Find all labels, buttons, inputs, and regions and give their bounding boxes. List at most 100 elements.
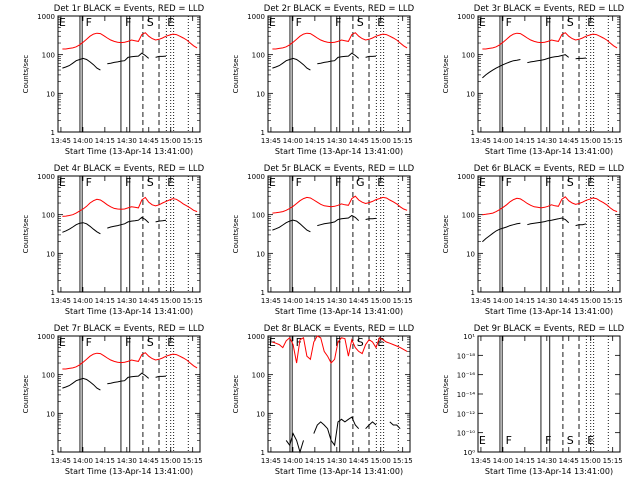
event-marker: S	[357, 336, 364, 349]
y-tick-label: 1	[51, 129, 55, 137]
detector-panel-1: Det 1r BLACK = Events, RED = LLD Counts/s…	[22, 4, 205, 156]
plot-frame	[477, 175, 621, 293]
y-axis-label: Counts/sec	[442, 375, 450, 414]
x-tick-label: 14:15	[305, 297, 325, 305]
events-series-line	[482, 217, 587, 243]
y-tick-label: 1000	[37, 333, 55, 341]
x-tick-label: 14:15	[95, 457, 115, 465]
y-tick-label: 100	[252, 52, 265, 60]
x-axis-label: Start Time (13-Apr-14 13:41:00)	[485, 147, 613, 156]
event-marker: E	[59, 176, 66, 189]
x-tick-label: 14:00	[493, 137, 513, 145]
x-tick-label: 14:00	[73, 137, 93, 145]
x-tick-label: 14:00	[493, 457, 513, 465]
detector-panel-2: Det 2r BLACK = Events, RED = LLD Counts/s…	[232, 4, 415, 156]
x-tick-label: 14:30	[117, 137, 137, 145]
x-tick-label: 13:45	[261, 297, 281, 305]
y-tick-label: 1	[471, 289, 475, 297]
event-marker: F	[545, 434, 551, 447]
x-tick-label: 15:15	[393, 297, 413, 305]
y-axis-label: Counts/sec	[442, 215, 450, 254]
panel-title: Det 5r BLACK = Events, RED = LLD	[264, 164, 415, 174]
y-tick-label: 100	[42, 212, 55, 220]
x-tick-label: 15:00	[371, 297, 391, 305]
panel-title: Det 6r BLACK = Events, RED = LLD	[474, 164, 625, 174]
event-marker: F	[125, 176, 131, 189]
y-tick-label: 1000	[247, 13, 265, 21]
detector-panel-9: Det 9r BLACK = Events, RED = LLD Counts/s…	[442, 324, 625, 476]
event-marker: E	[167, 176, 174, 189]
plot-frame	[267, 15, 411, 133]
x-tick-label: 14:45	[559, 297, 579, 305]
event-marker: F	[545, 16, 551, 29]
x-tick-label: 15:15	[393, 137, 413, 145]
y-tick-label: 10⁻¹⁶	[457, 372, 475, 380]
x-tick-label: 14:45	[559, 457, 579, 465]
x-axis-label: Start Time (13-Apr-14 13:41:00)	[485, 467, 613, 476]
plot-frame	[267, 335, 411, 453]
event-marker: E	[59, 336, 66, 349]
events-series-line	[482, 54, 587, 79]
x-tick-label: 15:00	[581, 137, 601, 145]
x-tick-label: 14:45	[139, 297, 159, 305]
panel-title: Det 9r BLACK = Events, RED = LLD	[474, 324, 625, 334]
lld-series-line	[482, 196, 618, 216]
x-tick-label: 14:15	[515, 137, 535, 145]
events-series-line	[62, 52, 167, 71]
event-marker: G	[356, 176, 365, 189]
events-series-line	[285, 416, 401, 454]
y-tick-label: 10	[46, 250, 55, 258]
event-marker: F	[125, 336, 131, 349]
event-marker: S	[567, 176, 574, 189]
x-tick-label: 14:00	[283, 137, 303, 145]
event-marker: E	[269, 176, 276, 189]
y-tick-label: 10	[256, 250, 265, 258]
x-axis-label: Start Time (13-Apr-14 13:41:00)	[65, 467, 193, 476]
x-tick-label: 14:15	[305, 137, 325, 145]
y-tick-label: 1000	[247, 173, 265, 181]
x-tick-label: 14:45	[349, 297, 369, 305]
events-series-line	[272, 52, 377, 71]
lld-series-line	[272, 195, 408, 214]
event-marker: F	[296, 16, 302, 29]
y-tick-label: 1	[471, 129, 475, 137]
x-tick-label: 13:45	[261, 137, 281, 145]
lld-series-line	[62, 352, 198, 370]
lld-series-line	[272, 32, 408, 50]
x-tick-label: 15:15	[603, 297, 623, 305]
y-tick-label: 1	[51, 289, 55, 297]
x-tick-label: 14:00	[283, 297, 303, 305]
y-axis-label: Counts/sec	[22, 215, 30, 254]
x-tick-label: 14:45	[349, 457, 369, 465]
x-axis-label: Start Time (13-Apr-14 13:41:00)	[275, 467, 403, 476]
y-tick-label: 10⁻¹⁸	[457, 352, 475, 360]
x-tick-label: 15:00	[371, 137, 391, 145]
event-marker: S	[567, 16, 574, 29]
x-tick-label: 14:15	[515, 297, 535, 305]
x-tick-label: 14:30	[327, 137, 347, 145]
y-tick-label: 100	[462, 52, 475, 60]
y-tick-label: 1000	[457, 173, 475, 181]
x-tick-label: 14:45	[139, 457, 159, 465]
x-tick-label: 13:45	[471, 297, 491, 305]
panel-title: Det 3r BLACK = Events, RED = LLD	[474, 4, 625, 14]
x-axis-label: Start Time (13-Apr-14 13:41:00)	[65, 307, 193, 316]
x-tick-label: 14:00	[283, 457, 303, 465]
y-tick-label: 1000	[457, 13, 475, 21]
x-tick-label: 15:00	[581, 457, 601, 465]
event-marker: S	[357, 16, 364, 29]
event-marker: F	[125, 16, 131, 29]
event-marker: E	[269, 16, 276, 29]
panel-title: Det 4r BLACK = Events, RED = LLD	[54, 164, 205, 174]
y-axis-label: Counts/sec	[232, 375, 240, 414]
plot-frame	[57, 335, 201, 453]
x-axis-label: Start Time (13-Apr-14 13:41:00)	[65, 147, 193, 156]
event-marker: S	[147, 16, 154, 29]
x-tick-label: 15:00	[161, 297, 181, 305]
detector-panel-7: Det 7r BLACK = Events, RED = LLD Counts/s…	[22, 324, 205, 476]
y-tick-label: 1	[261, 449, 265, 457]
y-axis-label: Counts/sec	[22, 375, 30, 414]
y-tick-label: 10	[466, 90, 475, 98]
lld-series-line	[62, 32, 198, 50]
